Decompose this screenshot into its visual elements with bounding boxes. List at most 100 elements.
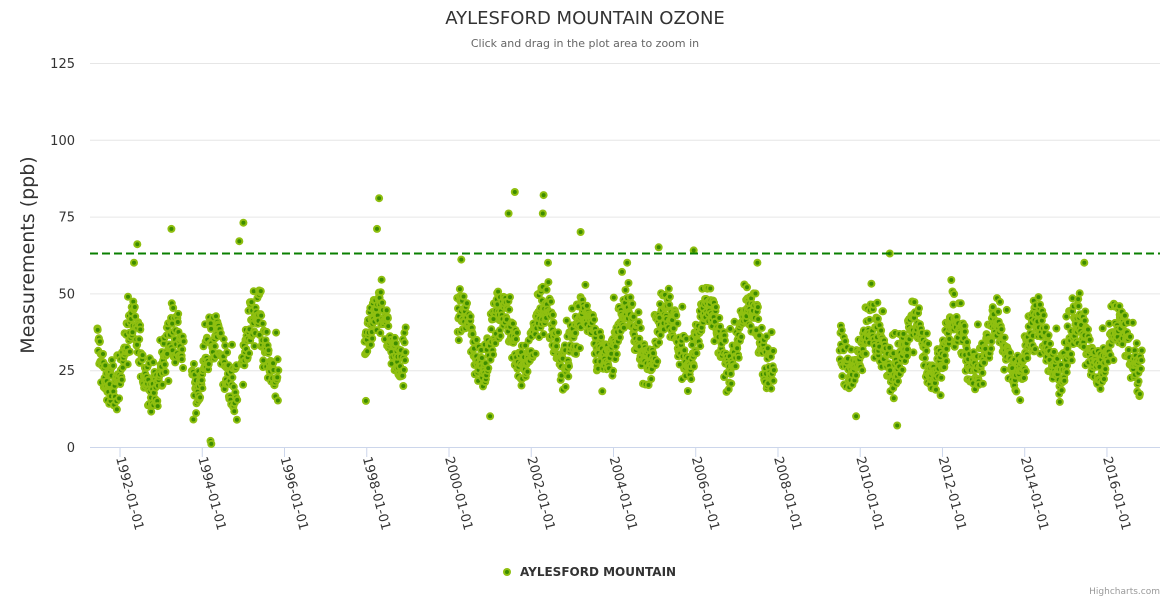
data-point[interactable] [484,364,493,373]
data-point[interactable] [133,240,142,249]
data-point[interactable] [1055,397,1064,406]
data-point[interactable] [653,357,662,366]
data-point[interactable] [1023,354,1032,363]
data-point[interactable] [757,323,766,332]
data-point[interactable] [523,367,532,376]
data-point[interactable] [399,382,408,390]
data-point[interactable] [634,308,643,317]
data-point[interactable] [509,319,517,328]
data-point[interactable] [692,349,701,358]
data-point[interactable] [654,243,663,252]
data-point[interactable] [207,324,216,333]
data-point[interactable] [531,349,540,358]
data-point[interactable] [124,292,132,301]
data-point[interactable] [1084,325,1092,334]
data-point[interactable] [219,335,228,344]
data-point[interactable] [590,315,599,324]
data-point[interactable] [167,224,176,233]
data-point[interactable] [138,351,147,360]
data-point[interactable] [239,380,248,389]
data-point[interactable] [973,320,982,329]
data-point[interactable] [734,353,743,362]
data-point[interactable] [1096,384,1105,393]
data-point[interactable] [1120,311,1129,320]
data-point[interactable] [401,356,409,365]
data-point[interactable] [228,373,237,382]
data-point[interactable] [1012,387,1021,396]
data-point[interactable] [1034,293,1043,302]
data-point[interactable] [548,310,557,319]
data-point[interactable] [997,325,1006,334]
data-point[interactable] [130,303,139,311]
data-point[interactable] [1000,333,1009,342]
data-point[interactable] [250,342,259,351]
data-point[interactable] [1135,390,1144,398]
data-point[interactable] [135,335,144,344]
data-point[interactable] [754,315,763,324]
data-point[interactable] [1021,367,1030,376]
data-point[interactable] [472,335,481,344]
data-point[interactable] [720,336,729,345]
data-point[interactable] [544,258,552,267]
data-point[interactable] [1060,376,1069,385]
data-point[interactable] [192,409,201,418]
data-point[interactable] [937,373,946,382]
data-point[interactable] [179,337,188,346]
data-point[interactable] [644,381,653,389]
data-point[interactable] [1075,289,1084,298]
data-point[interactable] [956,299,965,308]
data-point[interactable] [198,384,207,393]
data-point[interactable] [564,372,573,381]
data-point[interactable] [496,331,505,340]
data-point[interactable] [1039,311,1048,320]
data-point[interactable] [873,298,882,307]
data-point[interactable] [612,350,621,359]
data-point[interactable] [256,287,265,296]
data-point[interactable] [547,297,555,306]
data-point[interactable] [1002,305,1011,314]
data-point[interactable] [544,278,553,287]
data-point[interactable] [767,328,776,337]
data-point[interactable] [838,372,847,381]
data-point[interactable] [375,194,384,203]
data-point[interactable] [99,350,107,358]
data-point[interactable] [731,362,740,371]
data-point[interactable] [373,224,381,233]
data-point[interactable] [149,358,158,367]
data-point[interactable] [597,333,606,342]
data-point[interactable] [517,381,526,390]
data-point[interactable] [549,318,558,327]
data-point[interactable] [486,412,495,421]
data-point[interactable] [1080,316,1089,325]
data-point[interactable] [1080,258,1089,267]
data-point[interactable] [489,350,498,359]
data-point[interactable] [922,329,931,338]
data-point[interactable] [247,298,256,307]
data-point[interactable] [572,349,580,358]
data-point[interactable] [539,191,548,200]
data-point[interactable] [376,329,385,337]
data-point[interactable] [554,328,563,337]
data-point[interactable] [726,369,735,378]
data-point[interactable] [1042,323,1050,332]
data-point[interactable] [109,361,118,370]
data-point[interactable] [609,293,618,302]
data-point[interactable] [93,325,102,334]
data-point[interactable] [561,383,570,391]
data-point[interactable] [636,324,645,333]
data-point[interactable] [571,329,580,337]
data-point[interactable] [235,237,244,246]
data-point[interactable] [179,364,188,372]
data-point[interactable] [221,341,230,350]
data-point[interactable] [922,346,931,355]
data-point[interactable] [147,407,156,416]
data-point[interactable] [115,394,124,403]
data-point[interactable] [753,258,762,267]
data-point[interactable] [672,311,681,320]
data-point[interactable] [678,302,687,311]
data-point[interactable] [504,209,513,218]
data-point[interactable] [994,307,1003,316]
data-point[interactable] [538,209,547,218]
data-point[interactable] [273,396,282,405]
data-point[interactable] [368,334,377,343]
